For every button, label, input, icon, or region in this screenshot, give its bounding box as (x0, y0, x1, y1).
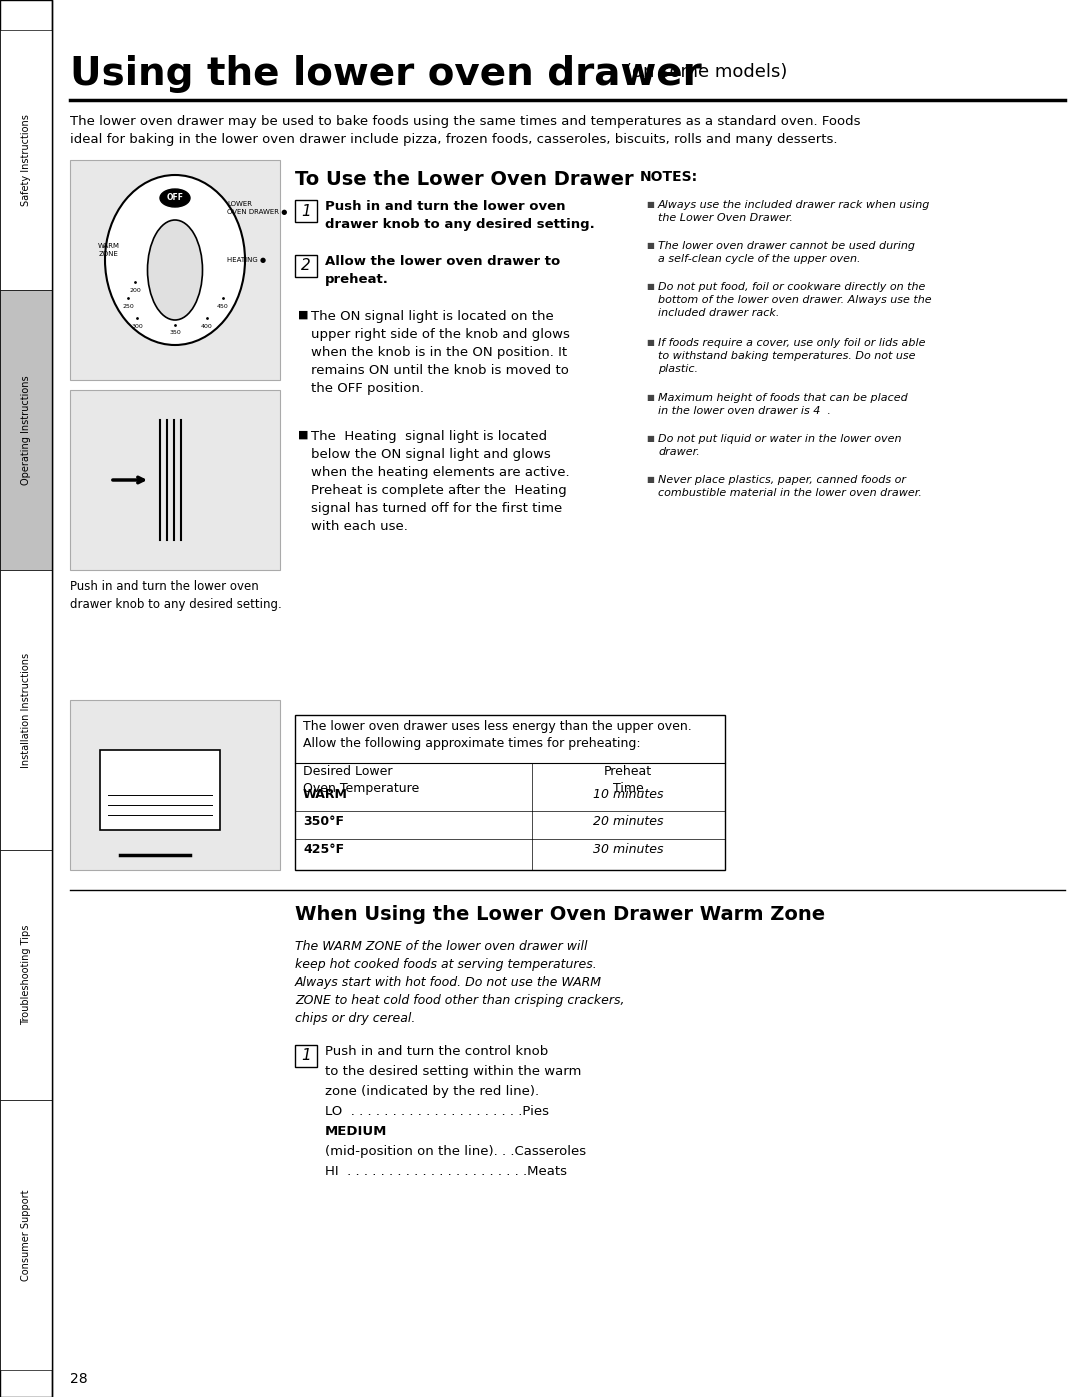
Text: 10 minutes: 10 minutes (593, 788, 663, 800)
Text: The lower oven drawer uses less energy than the upper oven.
Allow the following : The lower oven drawer uses less energy t… (303, 719, 692, 750)
Bar (70, 161, 280, 380)
Text: to the desired setting within the warm: to the desired setting within the warm (325, 1065, 581, 1078)
Bar (295, 256, 318, 277)
Bar (295, 1045, 318, 1067)
Text: Safety Instructions: Safety Instructions (21, 115, 31, 205)
Text: 20 minutes: 20 minutes (593, 816, 663, 828)
Text: 2: 2 (301, 258, 311, 274)
Text: ■: ■ (646, 434, 653, 443)
Bar (70, 390, 280, 570)
Text: 28: 28 (70, 1372, 87, 1386)
Text: (mid-position on the line). . .Casseroles: (mid-position on the line). . .Casserole… (325, 1146, 586, 1158)
Text: Do not put food, foil or cookware directly on the
bottom of the lower oven drawe: Do not put food, foil or cookware direct… (658, 282, 932, 319)
Text: Allow the lower oven drawer to
preheat.: Allow the lower oven drawer to preheat. (325, 256, 561, 286)
Bar (70, 700, 280, 870)
Text: ■: ■ (646, 393, 653, 402)
Ellipse shape (148, 219, 203, 320)
Text: Never place plastics, paper, canned foods or
combustible material in the lower o: Never place plastics, paper, canned food… (658, 475, 922, 499)
Text: zone (indicated by the red line).: zone (indicated by the red line). (325, 1085, 539, 1098)
Bar (0, 0, 52, 1397)
Text: ■: ■ (646, 475, 653, 483)
Text: Always use the included drawer rack when using
the Lower Oven Drawer.: Always use the included drawer rack when… (658, 200, 930, 224)
Text: ■: ■ (646, 282, 653, 291)
Text: When Using the Lower Oven Drawer Warm Zone: When Using the Lower Oven Drawer Warm Zo… (295, 905, 825, 923)
Bar (295, 715, 725, 870)
Text: The  Heating  signal light is located
below the ON signal light and glows
when t: The Heating signal light is located belo… (311, 430, 569, 534)
Bar (0, 29, 52, 291)
Text: ■: ■ (646, 200, 653, 210)
Ellipse shape (105, 175, 245, 345)
Bar (100, 750, 220, 830)
Bar (0, 291, 52, 570)
Text: Push in and turn the lower oven
drawer knob to any desired setting.: Push in and turn the lower oven drawer k… (325, 200, 595, 231)
Text: 200: 200 (130, 288, 140, 292)
Text: 300: 300 (131, 324, 143, 328)
Text: LO  . . . . . . . . . . . . . . . . . . . . .Pies: LO . . . . . . . . . . . . . . . . . . .… (325, 1105, 549, 1118)
Text: Maximum height of foods that can be placed
in the lower oven drawer is 4  .: Maximum height of foods that can be plac… (658, 393, 908, 416)
Text: NOTES:: NOTES: (640, 170, 698, 184)
Text: HI  . . . . . . . . . . . . . . . . . . . . . .Meats: HI . . . . . . . . . . . . . . . . . . .… (325, 1165, 567, 1178)
Text: The lower oven drawer cannot be used during
a self-clean cycle of the upper oven: The lower oven drawer cannot be used dur… (658, 242, 915, 264)
Text: 30 minutes: 30 minutes (593, 842, 663, 856)
Text: ■: ■ (298, 310, 308, 320)
Text: Push in and turn the control knob: Push in and turn the control knob (325, 1045, 549, 1058)
Text: HEATING ●: HEATING ● (227, 257, 266, 263)
Text: 1: 1 (301, 204, 311, 218)
Text: Installation Instructions: Installation Instructions (21, 652, 31, 767)
Bar (0, 849, 52, 1099)
Text: 450: 450 (217, 303, 229, 309)
Text: ■: ■ (646, 242, 653, 250)
Text: Push in and turn the lower oven
drawer knob to any desired setting.: Push in and turn the lower oven drawer k… (70, 580, 282, 610)
Text: Desired Lower
Oven Temperature: Desired Lower Oven Temperature (303, 766, 419, 795)
Text: ■: ■ (646, 338, 653, 346)
Text: To Use the Lower Oven Drawer: To Use the Lower Oven Drawer (295, 170, 634, 189)
Text: WARM
ZONE: WARM ZONE (98, 243, 120, 257)
Text: Using the lower oven drawer: Using the lower oven drawer (70, 54, 702, 94)
Text: Do not put liquid or water in the lower oven
drawer.: Do not put liquid or water in the lower … (658, 434, 902, 457)
Ellipse shape (160, 189, 190, 207)
Text: (on some models): (on some models) (625, 63, 787, 81)
Text: The ON signal light is located on the
upper right side of the knob and glows
whe: The ON signal light is located on the up… (311, 310, 570, 395)
Text: OFF: OFF (166, 194, 184, 203)
Text: The WARM ZONE of the lower oven drawer will
keep hot cooked foods at serving tem: The WARM ZONE of the lower oven drawer w… (295, 940, 624, 1025)
Bar (0, 570, 52, 849)
Text: Troubleshooting Tips: Troubleshooting Tips (21, 925, 31, 1025)
Text: 1: 1 (301, 1049, 311, 1063)
Text: 350°F: 350°F (303, 816, 345, 828)
Text: LOWER
OVEN DRAWER ●: LOWER OVEN DRAWER ● (227, 201, 287, 215)
Text: If foods require a cover, use only foil or lids able
to withstand baking tempera: If foods require a cover, use only foil … (658, 338, 926, 374)
Text: 425°F: 425°F (303, 842, 345, 856)
Text: ■: ■ (298, 430, 308, 440)
Text: 250: 250 (122, 303, 134, 309)
Bar (295, 200, 318, 222)
Text: 400: 400 (201, 324, 213, 328)
Text: Preheat
Time: Preheat Time (604, 766, 652, 795)
Text: MEDIUM: MEDIUM (325, 1125, 388, 1139)
Text: The lower oven drawer may be used to bake foods using the same times and tempera: The lower oven drawer may be used to bak… (70, 115, 861, 147)
Text: WARM: WARM (303, 788, 348, 800)
Text: Consumer Support: Consumer Support (21, 1189, 31, 1281)
Bar (0, 1099, 52, 1370)
Text: 350: 350 (170, 331, 180, 335)
Text: Operating Instructions: Operating Instructions (21, 376, 31, 485)
